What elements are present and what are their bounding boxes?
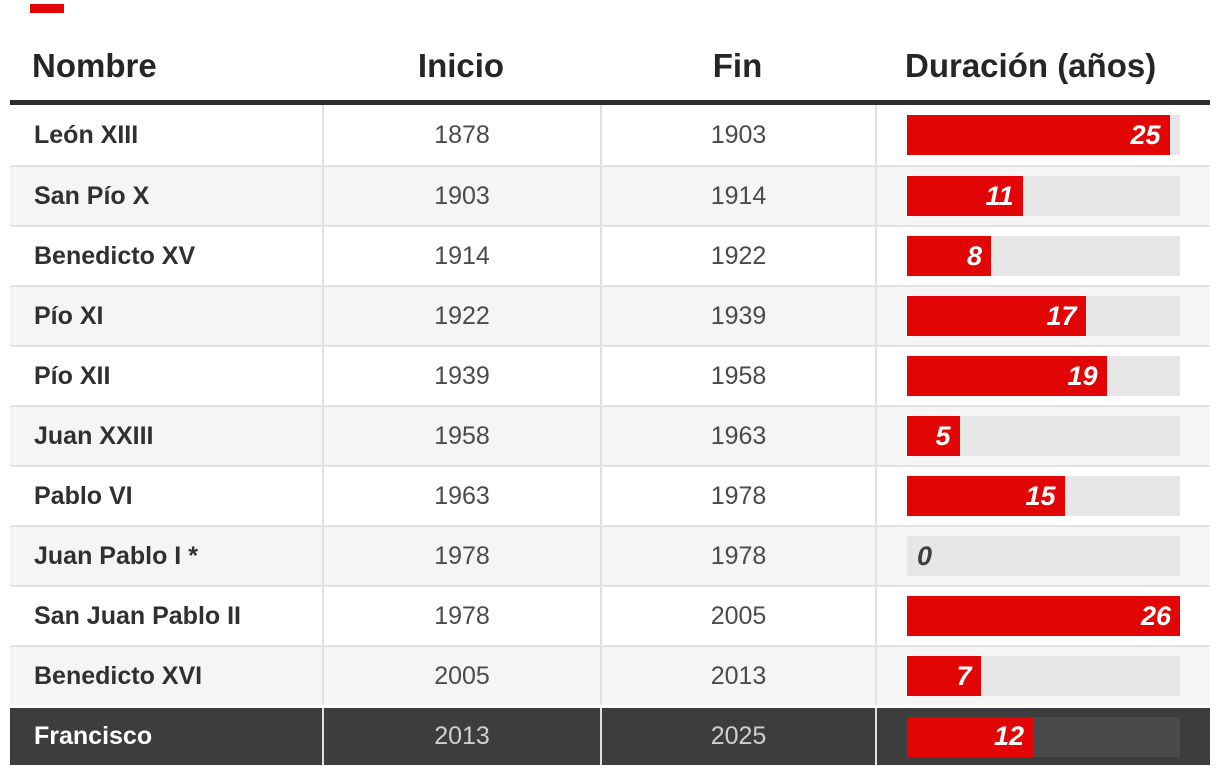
duration-value-label: 12: [993, 721, 1024, 751]
inicio-cell: 1958: [322, 407, 600, 465]
duration-value-label: 26: [1140, 600, 1171, 631]
fin-cell: 1963: [600, 407, 875, 465]
duration-bar-track: 11: [907, 176, 1180, 216]
inicio-cell: 1978: [322, 587, 600, 645]
column-header-inicio: Inicio: [417, 46, 505, 84]
name-cell: San Juan Pablo II: [34, 601, 241, 630]
duration-bar-fill: 26: [907, 596, 1180, 636]
duration-cell: 11: [875, 167, 1210, 225]
duration-bar-track: 17: [907, 296, 1180, 336]
duration-bar-track: 7: [907, 656, 1180, 696]
name-cell: Benedicto XVI: [34, 661, 203, 690]
fin-cell: 2005: [600, 587, 875, 645]
inicio-cell: 1922: [322, 287, 600, 345]
duration-value-label: 25: [1130, 119, 1161, 150]
duration-cell: 5: [875, 407, 1210, 465]
duration-bar-fill: 17: [907, 296, 1086, 336]
table-row: San Juan Pablo II 1978 2005 26: [10, 585, 1210, 645]
fin-cell: 1922: [600, 227, 875, 285]
duration-value-label: 17: [1046, 300, 1077, 331]
inicio-cell: 1963: [322, 467, 600, 525]
duration-cell: 15: [875, 467, 1210, 525]
duration-value-label: 7: [956, 660, 972, 691]
duration-bar-fill: 19: [907, 356, 1107, 396]
inicio-cell: 1939: [322, 347, 600, 405]
name-cell: Benedicto XV: [34, 241, 196, 270]
duration-value-label: 15: [1025, 480, 1056, 511]
table-row: Pío XI 1922 1939 17: [10, 285, 1210, 345]
duration-value-label: 11: [985, 180, 1014, 211]
duration-value-label: 0: [917, 540, 933, 571]
duration-cell: 26: [875, 587, 1210, 645]
fin-cell: 1903: [600, 105, 875, 165]
name-cell: Juan XXIII: [34, 421, 154, 450]
inicio-cell: 1878: [322, 105, 600, 165]
name-cell: Juan Pablo I *: [34, 541, 198, 570]
inicio-cell: 1914: [322, 227, 600, 285]
duration-cell: 12: [875, 708, 1210, 765]
duration-bar-fill: 25: [907, 115, 1170, 155]
duration-bar-track: 5: [907, 416, 1180, 456]
table-row: Juan Pablo I * 1978 1978 0: [10, 525, 1210, 585]
column-header-nombre: Nombre: [32, 46, 157, 84]
name-cell: Pío XII: [34, 361, 111, 390]
inicio-cell: 2013: [322, 708, 600, 765]
table-row: León XIII 1878 1903 25: [10, 105, 1210, 165]
fin-cell: 1939: [600, 287, 875, 345]
name-cell: Pío XI: [34, 301, 104, 330]
duration-cell: 19: [875, 347, 1210, 405]
column-header-duracion: Duración (años): [905, 46, 1157, 84]
duration-bar-fill: 7: [907, 656, 981, 696]
fin-cell: 2025: [600, 708, 875, 765]
table-row: Benedicto XV 1914 1922 8: [10, 225, 1210, 285]
duration-bar-fill: 15: [907, 476, 1065, 516]
duration-bar-fill: 11: [907, 176, 1023, 216]
table-row: Pío XII 1939 1958 19: [10, 345, 1210, 405]
duration-bar-fill: 5: [907, 416, 960, 456]
duration-bar-fill: 12: [907, 716, 1033, 757]
duration-value-label: 8: [966, 240, 982, 271]
duration-value-label: 5: [935, 420, 951, 451]
duration-cell: 8: [875, 227, 1210, 285]
duration-cell: 17: [875, 287, 1210, 345]
table-row: San Pío X 1903 1914 11: [10, 165, 1210, 225]
inicio-cell: 2005: [322, 647, 600, 705]
duration-cell: 0: [875, 527, 1210, 585]
name-cell: Pablo VI: [34, 481, 133, 510]
inicio-cell: 1903: [322, 167, 600, 225]
fin-cell: 1914: [600, 167, 875, 225]
name-cell: Francisco: [34, 722, 153, 750]
fin-cell: 1958: [600, 347, 875, 405]
name-cell: San Pío X: [34, 181, 150, 210]
table-row-highlighted: Francisco 2013 2025 12: [10, 705, 1210, 765]
duration-bar-track: 8: [907, 236, 1180, 276]
table-row: Benedicto XVI 2005 2013 7: [10, 645, 1210, 705]
fin-cell: 1978: [600, 467, 875, 525]
duration-bar-track: 26: [907, 596, 1180, 636]
column-header-fin: Fin: [712, 46, 763, 84]
duration-cell: 7: [875, 647, 1210, 705]
duration-value-label: 19: [1067, 360, 1098, 391]
fin-cell: 1978: [600, 527, 875, 585]
brand-dash: [30, 4, 64, 13]
duration-bar-track: 19: [907, 356, 1180, 396]
name-cell: León XIII: [34, 120, 139, 149]
table-header: Nombre Inicio Fin Duración (años): [10, 30, 1210, 105]
duration-bar-track: 15: [907, 476, 1180, 516]
duration-bar-fill: 0: [907, 536, 932, 576]
table-row: Pablo VI 1963 1978 15: [10, 465, 1210, 525]
table-row: Juan XXIII 1958 1963 5: [10, 405, 1210, 465]
fin-cell: 2013: [600, 647, 875, 705]
table-body: León XIII 1878 1903 25 San Pío X 1903 19…: [10, 105, 1210, 765]
duration-bar-track: 25: [907, 115, 1180, 155]
popes-duration-table: Nombre Inicio Fin Duración (años) León X…: [10, 30, 1210, 765]
inicio-cell: 1978: [322, 527, 600, 585]
duration-bar-track: 12: [907, 716, 1180, 757]
duration-bar-track: 0: [907, 536, 1180, 576]
duration-cell: 25: [875, 105, 1210, 165]
duration-bar-fill: 8: [907, 236, 991, 276]
